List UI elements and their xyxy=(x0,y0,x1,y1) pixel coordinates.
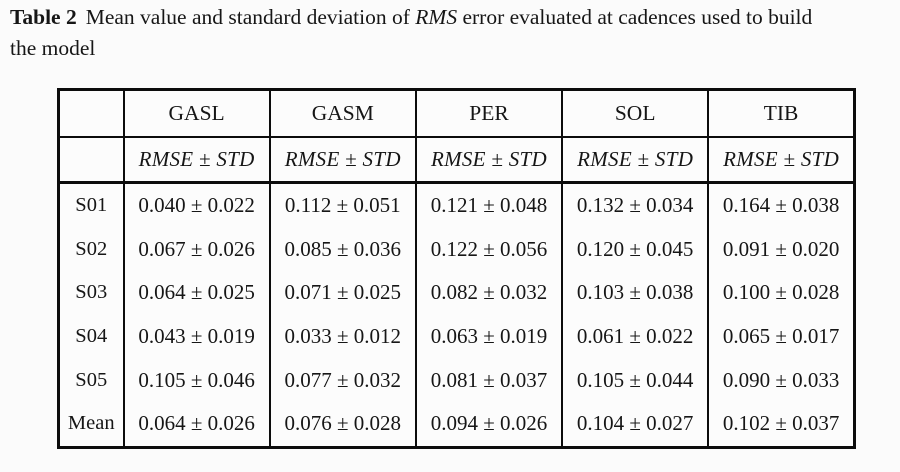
cell-value: 0.064 ± 0.026 xyxy=(122,401,270,448)
rms-error-table: GASL GASM PER SOL TIB RMSE ± STD RMSE ± … xyxy=(57,88,856,449)
cell-value: 0.081 ± 0.037 xyxy=(414,358,563,402)
cell-value: 0.076 ± 0.028 xyxy=(268,401,416,448)
cell-value: 0.120 ± 0.045 xyxy=(561,227,709,272)
column-header-row: GASL GASM PER SOL TIB xyxy=(58,89,855,138)
cell-value: 0.091 ± 0.020 xyxy=(707,227,855,272)
cell-value: 0.065 ± 0.017 xyxy=(707,314,855,359)
table-row-s01: S01 0.040 ± 0.022 0.112 ± 0.051 0.121 ± … xyxy=(59,182,855,228)
cell-value: 0.085 ± 0.036 xyxy=(268,227,416,272)
caption-label: Table 2 xyxy=(10,5,77,29)
stub-cell xyxy=(58,89,124,138)
row-label: Mean xyxy=(67,412,115,435)
table-row-s03: S03 0.064 ± 0.025 0.071 ± 0.025 0.082 ± … xyxy=(59,271,855,315)
column-header-per: PER xyxy=(414,89,563,138)
cell-value: 0.105 ± 0.044 xyxy=(561,358,709,402)
row-label: S05 xyxy=(75,368,108,391)
cell-value: 0.121 ± 0.048 xyxy=(414,182,563,228)
cell-value: 0.094 ± 0.026 xyxy=(414,401,563,448)
column-header-gasm: GASM xyxy=(268,89,416,138)
column-header-sol: SOL xyxy=(561,89,709,138)
subheader-row: RMSE ± STD RMSE ± STD RMSE ± STD RMSE ± … xyxy=(58,137,855,184)
table-row-s05: S05 0.105 ± 0.046 0.077 ± 0.032 0.081 ± … xyxy=(59,358,855,402)
cell-value: 0.064 ± 0.025 xyxy=(122,271,270,315)
subheader-cell: RMSE ± STD xyxy=(122,137,270,184)
table-row-s04: S04 0.043 ± 0.019 0.033 ± 0.012 0.063 ± … xyxy=(59,314,855,359)
caption-text-line2: the model xyxy=(10,35,96,60)
table-caption: Table 2 Mean value and standard deviation… xyxy=(10,2,892,63)
cell-value: 0.105 ± 0.046 xyxy=(122,358,270,402)
table-row-mean: Mean 0.064 ± 0.026 0.076 ± 0.028 0.094 ±… xyxy=(59,401,855,448)
cell-value: 0.043 ± 0.019 xyxy=(122,314,270,359)
caption-text-2: error evaluated at cadences used to buil… xyxy=(457,5,813,29)
cell-value: 0.067 ± 0.026 xyxy=(122,227,270,272)
stub-cell xyxy=(58,137,124,184)
cell-value: 0.063 ± 0.019 xyxy=(414,314,563,359)
cell-value: 0.033 ± 0.012 xyxy=(268,314,416,359)
cell-value: 0.104 ± 0.027 xyxy=(561,401,709,448)
row-label: S01 xyxy=(75,194,108,217)
cell-value: 0.112 ± 0.051 xyxy=(268,182,416,228)
cell-value: 0.102 ± 0.037 xyxy=(707,401,855,448)
row-label: S02 xyxy=(75,237,108,260)
cell-value: 0.040 ± 0.022 xyxy=(122,182,270,228)
cell-value: 0.077 ± 0.032 xyxy=(268,358,416,402)
subheader-cell: RMSE ± STD xyxy=(561,137,709,184)
subheader-cell: RMSE ± STD xyxy=(268,137,416,184)
subheader-cell: RMSE ± STD xyxy=(707,137,855,184)
cell-value: 0.061 ± 0.022 xyxy=(561,314,709,359)
cell-value: 0.090 ± 0.033 xyxy=(707,358,855,402)
subheader-cell: RMSE ± STD xyxy=(414,137,563,184)
row-label: S03 xyxy=(75,281,108,304)
cell-value: 0.122 ± 0.056 xyxy=(414,227,563,272)
cell-value: 0.103 ± 0.038 xyxy=(561,271,709,315)
column-header-gasl: GASL xyxy=(122,89,270,138)
column-header-tib: TIB xyxy=(707,89,855,138)
cell-value: 0.082 ± 0.032 xyxy=(414,271,563,315)
cell-value: 0.071 ± 0.025 xyxy=(268,271,416,315)
caption-italic-term: RMS xyxy=(415,5,458,29)
cell-value: 0.100 ± 0.028 xyxy=(707,271,855,315)
caption-text-1: Mean value and standard deviation of xyxy=(85,5,416,29)
table-row-s02: S02 0.067 ± 0.026 0.085 ± 0.036 0.122 ± … xyxy=(59,227,855,272)
cell-value: 0.164 ± 0.038 xyxy=(707,182,855,228)
row-label: S04 xyxy=(75,325,108,348)
cell-value: 0.132 ± 0.034 xyxy=(561,182,709,228)
